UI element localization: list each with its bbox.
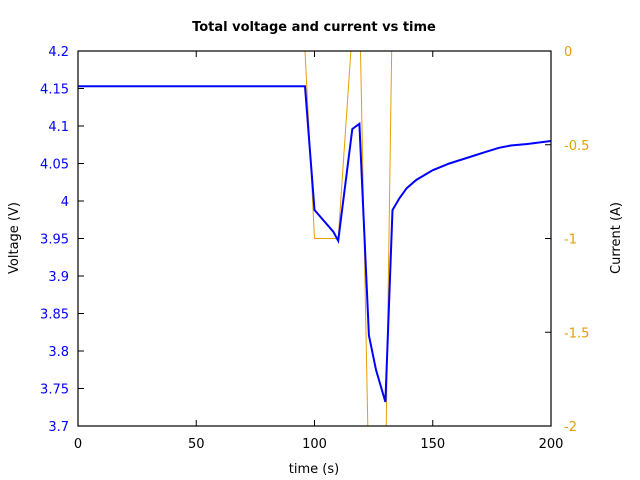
y-tick-label: 3.9: [48, 270, 69, 285]
current-series: [304, 51, 393, 426]
y-tick-label: 3.75: [40, 383, 69, 398]
x-axis-ticks: 0 50 100 150 200: [74, 51, 564, 452]
y-axis-label: Voltage (V): [7, 202, 22, 274]
y2-tick-label: -1: [564, 233, 577, 248]
y-tick-label: 3.7: [48, 420, 69, 435]
y-tick-label: 4.1: [48, 120, 69, 135]
voltage-line: [78, 85, 551, 403]
current-line: [304, 51, 393, 426]
y2-tick-label: -1.5: [564, 326, 589, 341]
y-axis-ticks: 3.7 3.75 3.8 3.85 3.9 3.95 4 4.05 4.1 4.15 4.2: [40, 45, 84, 435]
x-tick-label: 0: [74, 437, 82, 452]
y-tick-label: 4.05: [40, 158, 69, 173]
y2-tick-label: -2: [564, 420, 577, 435]
y-tick-label: 3.95: [40, 233, 69, 248]
x-tick-label: 50: [188, 437, 205, 452]
y-tick-label: 4: [61, 195, 69, 210]
y2-axis-ticks: -2 -1.5 -1 -0.5 0: [545, 45, 589, 435]
y2-tick-label: 0: [564, 45, 572, 60]
y2-tick-label: -0.5: [564, 139, 589, 154]
y-tick-label: 3.8: [48, 345, 69, 360]
y-tick-label: 4.2: [48, 45, 69, 60]
y2-axis-label: Current (A): [609, 202, 624, 274]
y-tick-label: 4.15: [40, 83, 69, 98]
x-tick-label: 150: [420, 437, 445, 452]
x-tick-label: 100: [302, 437, 327, 452]
x-axis-label: time (s): [289, 462, 339, 477]
y-tick-label: 3.85: [40, 308, 69, 323]
x-tick-label: 200: [539, 437, 564, 452]
chart-title: Total voltage and current vs time: [192, 20, 436, 35]
voltage-series: [78, 85, 551, 403]
